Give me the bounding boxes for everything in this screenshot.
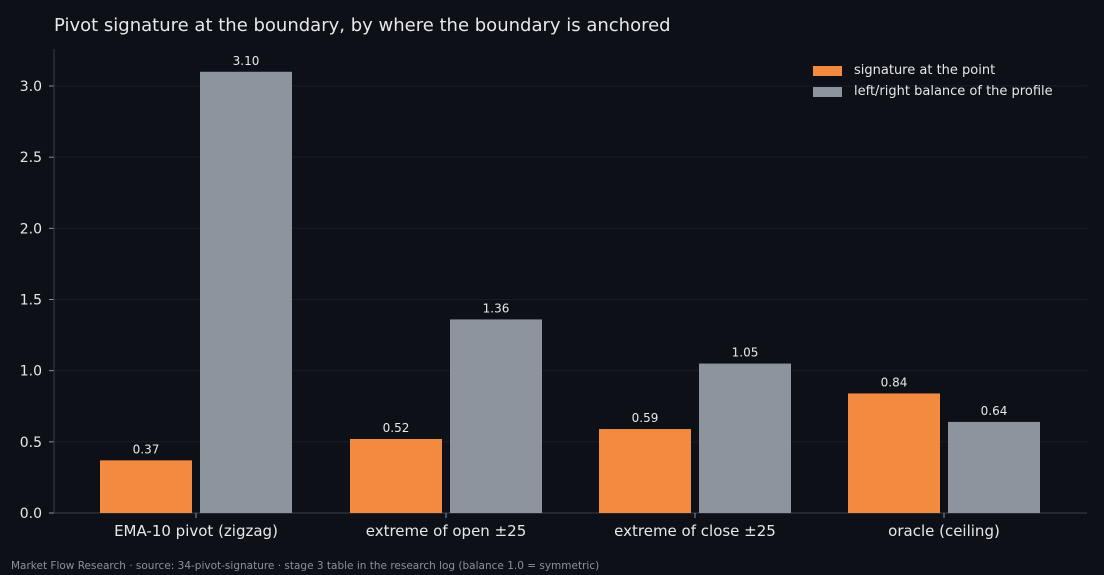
legend-label-series-1: signature at the point: [854, 63, 996, 78]
y-tick-label: 2.0: [20, 221, 42, 237]
chart-legend: signature at the point left/right balanc…: [813, 60, 1053, 102]
x-tick-label: extreme of close ±25: [614, 522, 776, 540]
legend-swatch-series-2: [813, 86, 842, 97]
legend-label-series-2: left/right balance of the profile: [854, 84, 1053, 99]
bar-value-label: 0.64: [981, 404, 1008, 418]
x-tick-label: oracle (ceiling): [888, 522, 1000, 540]
x-tick-label: extreme of open ±25: [366, 522, 526, 540]
legend-item-series-2: left/right balance of the profile: [813, 81, 1053, 102]
bar-value-label: 0.84: [881, 375, 908, 389]
bar-value-label: 0.52: [383, 421, 410, 435]
y-tick-label: 1.0: [20, 364, 42, 380]
bar-value-label: 3.10: [233, 54, 260, 68]
footer-note: Market Flow Research · source: 34-pivot-…: [11, 560, 600, 572]
bar-series-1: [350, 438, 442, 513]
bar-series-2: [699, 363, 791, 513]
bar-value-label: 1.05: [732, 346, 759, 360]
bar-series-1: [848, 393, 940, 513]
y-tick-label: 3.0: [20, 79, 42, 95]
y-tick-label: 2.5: [20, 150, 42, 166]
bar-series-1: [100, 460, 192, 513]
x-tick-label: EMA-10 pivot (zigzag): [114, 522, 278, 540]
y-tick-label: 1.5: [20, 293, 42, 309]
bar-value-label: 0.37: [133, 442, 160, 456]
bar-value-label: 1.36: [483, 301, 510, 315]
chart-title: Pivot signature at the boundary, by wher…: [54, 15, 671, 36]
y-tick-label: 0.5: [20, 435, 42, 451]
legend-swatch-series-1: [813, 65, 842, 76]
bar-series-2: [200, 71, 292, 513]
legend-item-series-1: signature at the point: [813, 60, 1053, 81]
bar-series-2: [948, 421, 1040, 513]
bar-series-2: [450, 319, 542, 513]
bar-series-1: [599, 429, 691, 513]
bar-value-label: 0.59: [632, 411, 659, 425]
y-tick-label: 0.0: [20, 506, 42, 522]
